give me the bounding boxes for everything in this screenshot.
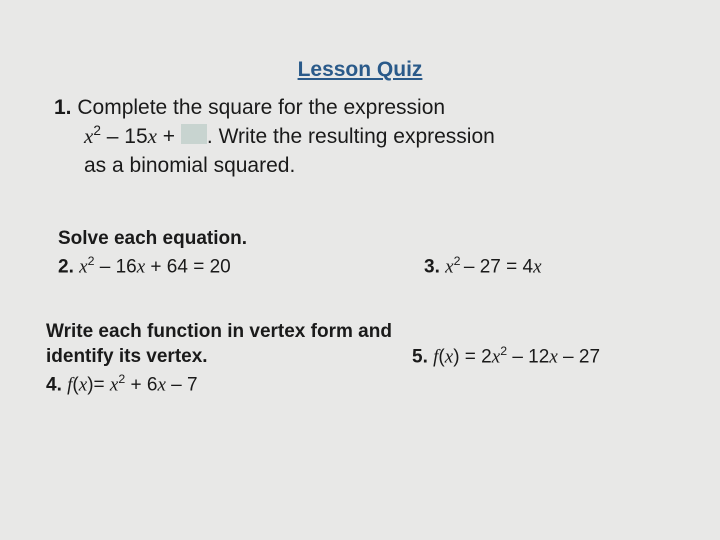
q2-number: 2. <box>58 256 74 277</box>
q1-body: x2 – 15x + . Write the resulting express… <box>84 122 680 180</box>
q1-text-b: – 15 <box>101 125 148 148</box>
q2-x2: x <box>137 256 145 277</box>
q5-c: – 27 <box>558 347 600 368</box>
q5-x3: x <box>549 347 557 368</box>
q4-p2: )= <box>87 374 110 395</box>
q5-number: 5. <box>412 347 428 368</box>
q1-text-c: + <box>157 125 181 148</box>
q5-x2: x <box>492 347 500 368</box>
section-solve: Solve each equation. <box>58 228 680 250</box>
q4-b: + 6 <box>125 374 157 395</box>
q2-x1: x <box>79 256 87 277</box>
q3-x1: x <box>445 256 453 277</box>
row-q4-q5: Write each function in vertex form and i… <box>40 320 680 396</box>
q1-line1: Complete the square for the expression <box>72 96 446 119</box>
q3-sup: 2 <box>454 254 464 268</box>
lesson-title: Lesson Quiz <box>40 58 680 82</box>
q3-b: – 27 = 4 <box>464 256 533 277</box>
q1-text-d: . Write the resulting expression <box>207 125 495 148</box>
question-2: 2. x2 – 16x + 64 = 20 <box>58 254 388 278</box>
q3-x2: x <box>533 256 541 277</box>
question-1: 1. Complete the square for the expressio… <box>54 94 680 180</box>
question-5: 5. f(x) = 2x2 – 12x – 27 <box>412 344 600 368</box>
q5-x: x <box>445 347 453 368</box>
q1-number: 1. <box>54 96 72 119</box>
q3-number: 3. <box>424 256 440 277</box>
row-q2-q3: 2. x2 – 16x + 64 = 20 3. x2 – 27 = 4x <box>58 254 680 278</box>
q5-p2: ) = 2 <box>453 347 492 368</box>
q4-x3: x <box>157 374 165 395</box>
q4-c: – 7 <box>166 374 198 395</box>
q2-c: + 64 = 20 <box>145 256 231 277</box>
q1-blank <box>181 124 207 144</box>
q1-var-x2: x <box>148 124 157 148</box>
question-3: 3. x2 – 27 = 4x <box>424 254 542 278</box>
q1-line3: as a binomial squared. <box>84 154 295 177</box>
q5-b: – 12 <box>507 347 549 368</box>
section2-line1: Write each function in vertex form and <box>46 321 392 342</box>
section2-line2: identify its vertex. <box>46 346 208 367</box>
question-4: 4. f(x)= x2 + 6x – 7 <box>46 372 680 396</box>
q2-b: – 16 <box>94 256 136 277</box>
q1-var-x1: x <box>84 124 93 148</box>
q4-number: 4. <box>46 374 62 395</box>
q1-exp1: 2 <box>93 123 101 138</box>
q4-x: x <box>79 374 87 395</box>
